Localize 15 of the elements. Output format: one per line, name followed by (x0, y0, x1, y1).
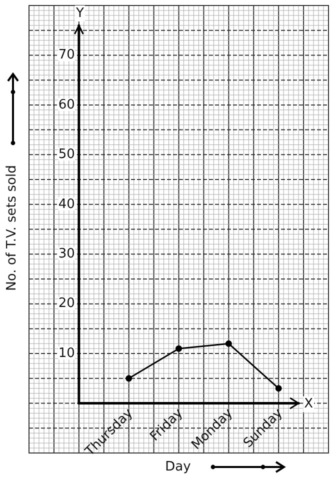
y-tick-label: 10 (58, 346, 75, 361)
annotation: Y (74, 6, 84, 21)
point (176, 345, 182, 352)
y-tick-label: 30 (58, 246, 75, 262)
text: X (304, 396, 314, 412)
y-tick-label: 50 (58, 147, 75, 162)
y-tick-label: 20 (58, 296, 75, 312)
y-axis-title: No. of T.V. sets sold (4, 165, 20, 291)
y-tick-label: 60 (58, 97, 75, 112)
point (126, 375, 132, 382)
y-tick-label: 70 (58, 48, 75, 63)
x-axis-title: Day (165, 459, 192, 474)
y-tick-label: 40 (58, 196, 75, 212)
point (275, 385, 282, 392)
point (225, 340, 232, 347)
